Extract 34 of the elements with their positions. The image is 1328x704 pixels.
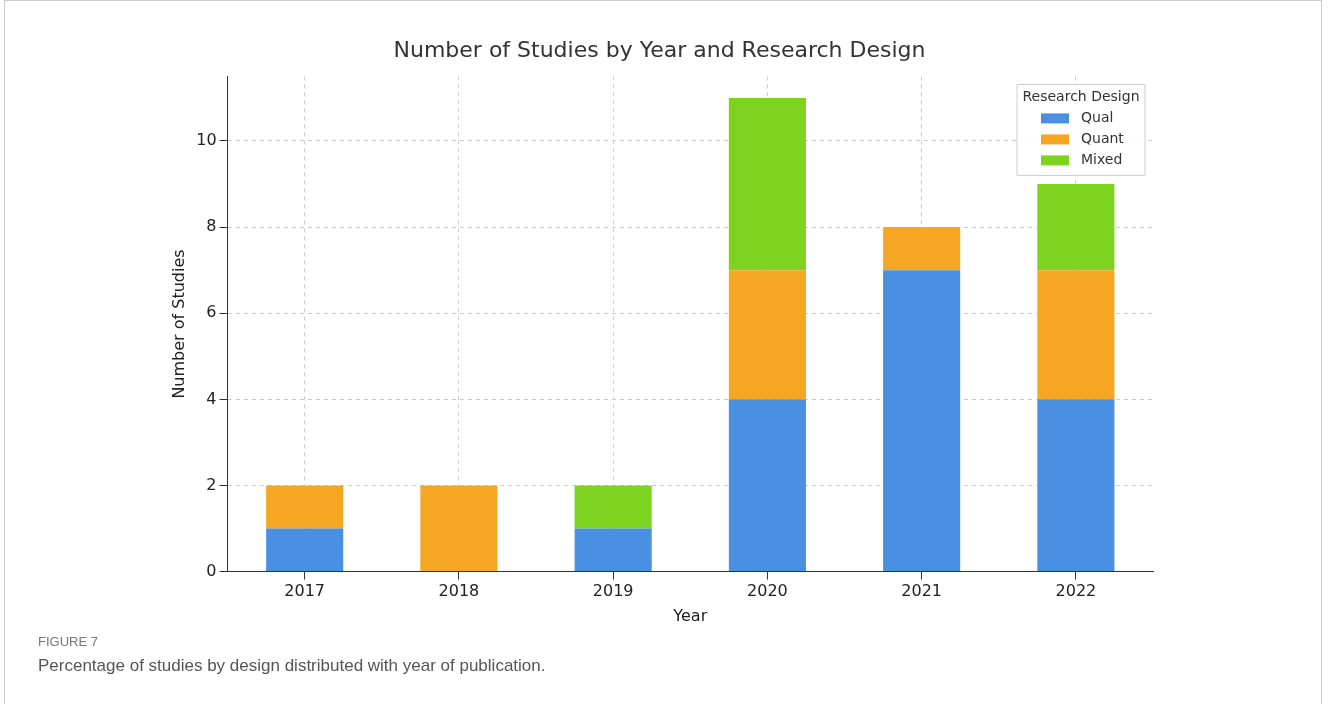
legend-label: Mixed [1081, 151, 1123, 168]
legend-title: Research Design [1022, 88, 1140, 105]
x-tick-label: 2019 [592, 581, 634, 601]
y-tick-label: 4 [206, 388, 217, 408]
bar [1037, 270, 1115, 400]
bar [728, 399, 806, 572]
bar [728, 270, 806, 400]
y-axis-title: Number of Studies [168, 249, 188, 399]
x-tick-label: 2021 [901, 581, 942, 601]
x-tick-label: 2018 [438, 581, 480, 601]
bar [266, 485, 344, 529]
bar [728, 97, 806, 271]
chart-title: Number of Studies by Year and Research Design [393, 36, 926, 62]
y-tick-label: 2 [206, 474, 217, 494]
bar [420, 485, 498, 572]
caption: FIGURE 7 [38, 634, 98, 649]
y-tick-label: 6 [206, 302, 217, 322]
y-tick-label: 10 [196, 130, 217, 150]
y-tick-label: 8 [206, 216, 217, 236]
bar [883, 227, 961, 271]
legend-label: Quant [1081, 130, 1125, 147]
x-tick-label: 2020 [747, 581, 788, 601]
bar [1037, 184, 1115, 271]
text: Percentage of studies by design distributed with year of publication. [38, 656, 546, 676]
bar [1037, 399, 1115, 572]
x-tick-label: 2022 [1055, 581, 1097, 601]
bar [574, 528, 652, 572]
x-tick-label: 2017 [284, 581, 326, 601]
legend-label: Qual [1081, 109, 1114, 126]
y-tick-label: 0 [206, 560, 217, 580]
bar [883, 270, 961, 572]
bar [574, 485, 652, 529]
x-axis-title: Year [672, 605, 708, 625]
bar [266, 528, 344, 572]
